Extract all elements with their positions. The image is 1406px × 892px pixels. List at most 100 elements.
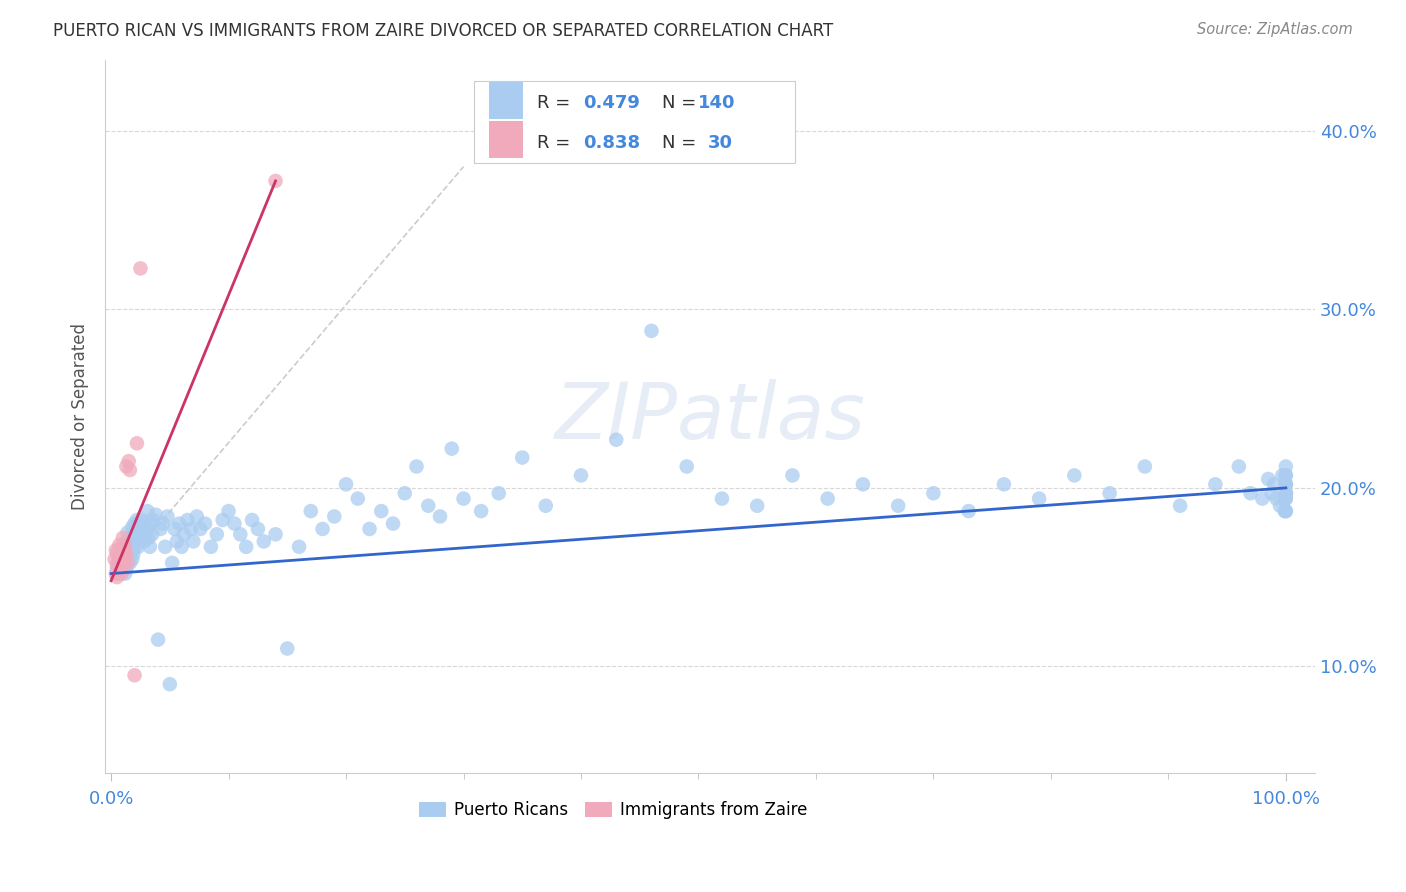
Point: [129, 261, 152, 276]
Point: [121, 538, 143, 552]
Point: [323, 509, 346, 524]
Text: 140: 140: [699, 95, 735, 112]
Point: [1275, 486, 1298, 500]
Point: [120, 531, 142, 545]
Point: [394, 486, 416, 500]
Point: [382, 516, 405, 531]
Point: [125, 534, 148, 549]
Point: [125, 513, 148, 527]
Point: [1275, 486, 1298, 500]
Point: [1251, 491, 1274, 506]
Text: N =: N =: [662, 134, 702, 152]
Point: [1265, 491, 1288, 506]
Point: [110, 547, 132, 561]
Point: [111, 549, 134, 563]
Text: R =: R =: [537, 95, 576, 112]
Point: [176, 513, 198, 527]
Point: [200, 540, 222, 554]
Point: [111, 531, 134, 545]
Point: [145, 508, 167, 522]
Point: [124, 540, 146, 554]
Point: [108, 566, 131, 581]
Point: [264, 174, 287, 188]
Point: [124, 668, 146, 682]
Point: [1275, 468, 1298, 483]
Point: [112, 556, 135, 570]
Point: [139, 516, 162, 531]
Point: [1275, 504, 1298, 518]
Point: [111, 558, 134, 572]
Point: [152, 516, 174, 531]
Text: N =: N =: [662, 95, 702, 112]
Point: [112, 543, 135, 558]
Point: [186, 509, 208, 524]
Point: [118, 538, 141, 552]
Point: [1275, 459, 1298, 474]
Point: [1275, 491, 1298, 506]
Point: [1275, 486, 1298, 500]
Point: [167, 516, 190, 531]
Point: [112, 552, 135, 566]
Point: [229, 527, 252, 541]
Point: [118, 556, 141, 570]
Point: [104, 566, 127, 581]
Point: [1263, 477, 1285, 491]
Point: [121, 552, 143, 566]
Point: [211, 513, 233, 527]
Point: [163, 522, 186, 536]
Point: [640, 324, 662, 338]
Point: [180, 522, 202, 536]
Point: [817, 491, 839, 506]
Point: [1063, 468, 1085, 483]
Point: [115, 543, 138, 558]
Point: [1133, 459, 1156, 474]
Point: [1257, 472, 1279, 486]
Point: [166, 534, 188, 549]
Point: [115, 534, 138, 549]
Point: [118, 547, 141, 561]
Point: [120, 543, 142, 558]
Point: [1275, 504, 1298, 518]
Point: [359, 522, 381, 536]
Point: [132, 534, 155, 549]
FancyBboxPatch shape: [474, 81, 794, 163]
Point: [108, 538, 131, 552]
Point: [1275, 477, 1298, 491]
Point: [1204, 477, 1226, 491]
Point: [114, 556, 136, 570]
Point: [114, 538, 136, 552]
Point: [122, 534, 145, 549]
Point: [125, 531, 148, 545]
Point: [190, 522, 212, 536]
Point: [288, 540, 311, 554]
Point: [1271, 468, 1294, 483]
Point: [104, 543, 127, 558]
Point: [128, 527, 150, 541]
Point: [105, 558, 128, 572]
Point: [118, 463, 141, 477]
Point: [887, 499, 910, 513]
Point: [127, 540, 149, 554]
Point: [405, 459, 427, 474]
Point: [993, 477, 1015, 491]
Point: [111, 566, 134, 581]
Point: [149, 522, 172, 536]
Point: [110, 561, 132, 575]
Point: [264, 527, 287, 541]
Point: [114, 566, 136, 581]
Point: [1028, 491, 1050, 506]
Point: [141, 527, 163, 541]
Point: [129, 522, 152, 536]
Point: [111, 538, 134, 552]
Point: [181, 534, 204, 549]
Point: [153, 540, 176, 554]
Text: R =: R =: [537, 134, 576, 152]
Point: [117, 556, 139, 570]
Y-axis label: Divorced or Separated: Divorced or Separated: [72, 323, 89, 510]
Point: [108, 552, 131, 566]
Point: [218, 504, 240, 518]
Point: [429, 509, 451, 524]
Point: [142, 513, 165, 527]
Point: [160, 556, 183, 570]
Point: [117, 549, 139, 563]
